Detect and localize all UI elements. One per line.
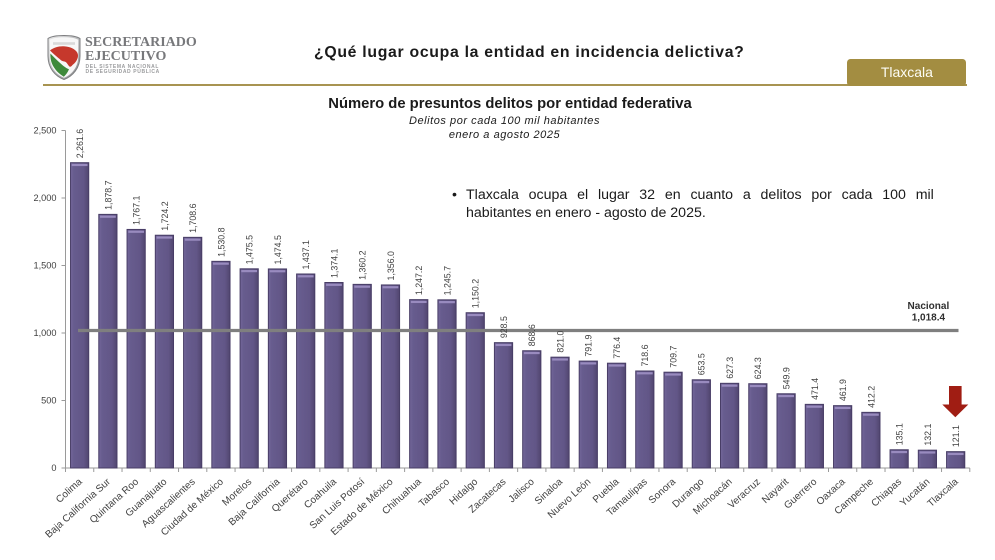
svg-text:Tabasco: Tabasco xyxy=(417,476,452,509)
svg-text:1,500: 1,500 xyxy=(34,261,57,271)
svg-text:1,374.1: 1,374.1 xyxy=(329,249,339,278)
svg-text:549.9: 549.9 xyxy=(782,367,792,389)
svg-text:135.1: 135.1 xyxy=(895,423,905,445)
svg-text:461.9: 461.9 xyxy=(838,379,848,401)
svg-text:653.5: 653.5 xyxy=(697,353,707,375)
svg-text:Chiapas: Chiapas xyxy=(870,477,905,510)
svg-text:1,724.2: 1,724.2 xyxy=(160,201,170,230)
svg-text:412.2: 412.2 xyxy=(866,386,876,408)
svg-text:868.6: 868.6 xyxy=(527,324,537,346)
svg-text:709.7: 709.7 xyxy=(668,346,678,368)
svg-text:Nacional: Nacional xyxy=(908,301,950,312)
svg-text:1,530.8: 1,530.8 xyxy=(216,227,226,256)
svg-text:2,261.6: 2,261.6 xyxy=(75,129,85,158)
svg-text:500: 500 xyxy=(41,396,56,406)
svg-text:1,767.1: 1,767.1 xyxy=(132,195,142,224)
svg-text:821.0: 821.0 xyxy=(555,331,565,353)
svg-text:121.1: 121.1 xyxy=(951,425,961,447)
svg-text:791.9: 791.9 xyxy=(584,334,594,356)
svg-text:718.6: 718.6 xyxy=(640,344,650,366)
svg-text:1,360.2: 1,360.2 xyxy=(358,250,368,279)
svg-text:Jalisco: Jalisco xyxy=(507,476,537,505)
svg-text:1,474.5: 1,474.5 xyxy=(273,235,283,264)
svg-text:1,708.6: 1,708.6 xyxy=(188,203,198,232)
svg-text:1,475.5: 1,475.5 xyxy=(245,235,255,264)
svg-text:1,247.2: 1,247.2 xyxy=(414,266,424,295)
svg-text:624.3: 624.3 xyxy=(753,357,763,379)
svg-text:1,150.2: 1,150.2 xyxy=(471,279,481,308)
svg-text:776.4: 776.4 xyxy=(612,337,622,359)
svg-text:132.1: 132.1 xyxy=(923,424,933,446)
svg-text:0: 0 xyxy=(51,463,56,473)
svg-text:Tlaxcala: Tlaxcala xyxy=(926,476,961,509)
svg-text:1,245.7: 1,245.7 xyxy=(442,266,452,295)
svg-text:627.3: 627.3 xyxy=(725,357,735,379)
svg-text:1,878.7: 1,878.7 xyxy=(103,180,113,209)
svg-text:2,000: 2,000 xyxy=(34,193,57,203)
svg-text:1,018.4: 1,018.4 xyxy=(912,313,946,324)
svg-text:1,356.0: 1,356.0 xyxy=(386,251,396,280)
svg-text:471.4: 471.4 xyxy=(810,378,820,400)
svg-text:928.5: 928.5 xyxy=(499,316,509,338)
svg-text:1,437.1: 1,437.1 xyxy=(301,240,311,269)
svg-text:2,500: 2,500 xyxy=(34,126,57,136)
svg-text:1,000: 1,000 xyxy=(34,328,57,338)
